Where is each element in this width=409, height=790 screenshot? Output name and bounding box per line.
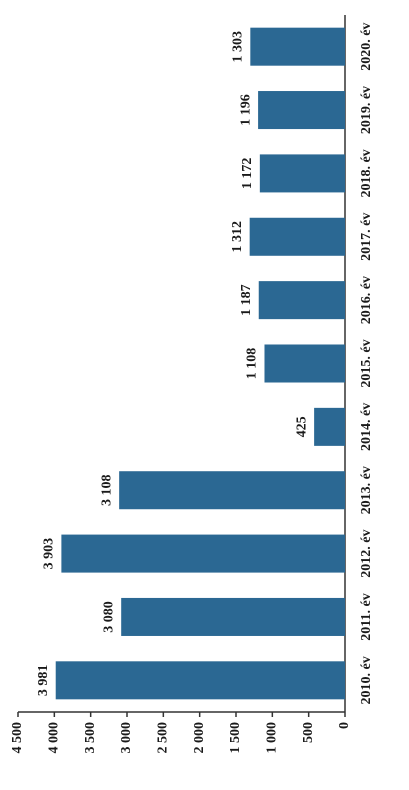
y-tick-label: 1 500 bbox=[228, 722, 243, 754]
x-tick-label: 2017. év bbox=[359, 213, 374, 261]
data-label: 1 303 bbox=[231, 31, 246, 63]
y-tick-label: 500 bbox=[301, 722, 316, 743]
data-label: 1 312 bbox=[230, 221, 245, 253]
y-tick-label: 0 bbox=[337, 722, 352, 729]
x-tick-label: 2012. év bbox=[359, 529, 374, 577]
bar bbox=[314, 407, 346, 446]
bar bbox=[121, 597, 346, 636]
y-tick-label: 4 000 bbox=[47, 722, 62, 754]
data-label: 425 bbox=[294, 416, 309, 437]
data-label: 3 080 bbox=[101, 601, 116, 633]
bar bbox=[55, 661, 346, 700]
x-tick-label: 2011. év bbox=[359, 593, 374, 640]
bar bbox=[119, 471, 346, 510]
x-tick-label: 2010. év bbox=[359, 656, 374, 704]
x-tick-label: 2016. év bbox=[359, 276, 374, 324]
x-tick-label: 2013. év bbox=[359, 466, 374, 514]
y-tick-label: 4 500 bbox=[10, 722, 25, 754]
x-tick-label: 2019. év bbox=[359, 86, 374, 134]
bar bbox=[258, 281, 345, 320]
x-tick-label: 2020. év bbox=[359, 23, 374, 71]
y-tick-label: 3 000 bbox=[119, 722, 134, 754]
bar bbox=[264, 344, 345, 383]
x-tick-label: 2014. év bbox=[359, 403, 374, 451]
y-tick-label: 2 000 bbox=[192, 722, 207, 754]
data-label: 3 981 bbox=[36, 665, 51, 697]
data-label: 1 196 bbox=[238, 94, 253, 126]
bar bbox=[249, 217, 345, 256]
data-label: 3 903 bbox=[42, 538, 57, 570]
data-label: 1 187 bbox=[239, 284, 254, 316]
bar bbox=[250, 27, 346, 66]
data-label: 1 172 bbox=[240, 158, 255, 190]
bar bbox=[259, 154, 345, 193]
y-tick-label: 3 500 bbox=[83, 722, 98, 754]
x-tick-label: 2018. év bbox=[359, 149, 374, 197]
y-tick-label: 1 000 bbox=[265, 722, 280, 754]
data-label: 3 108 bbox=[99, 474, 114, 506]
x-tick-label: 2015. év bbox=[359, 339, 374, 387]
data-label: 1 108 bbox=[245, 348, 260, 380]
y-tick-label: 2 500 bbox=[156, 722, 171, 754]
bar bbox=[61, 534, 346, 573]
rotated-chart: 0 500 1 000 1 500 2 000 2 500 3 000 3 500 4 000 4… bbox=[10, 15, 374, 754]
bar bbox=[258, 91, 345, 130]
